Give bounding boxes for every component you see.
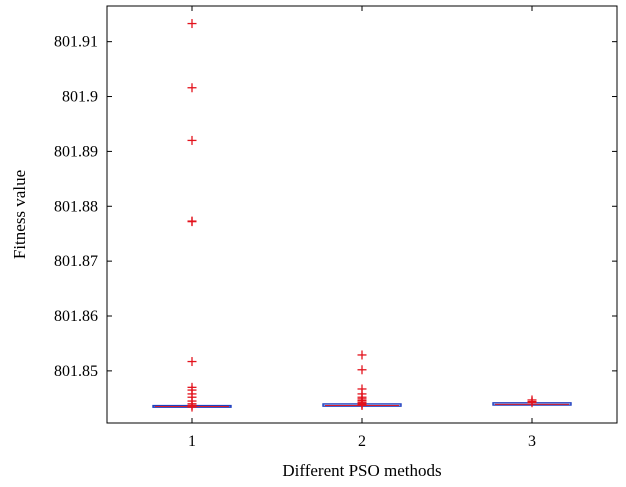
y-axis: 801.85 801.86 801.87 801.88 801.89 801.9 801.9… <box>54 34 617 380</box>
y-tick-label: 801.87 <box>54 253 98 270</box>
box-1 <box>152 19 232 412</box>
outlier-point <box>527 398 537 408</box>
outlier-point <box>187 83 197 93</box>
y-axis-label: Fitness value <box>10 170 29 259</box>
outlier-point <box>357 400 367 410</box>
y-tick-label: 801.89 <box>54 143 98 160</box>
x-axis-label: Different PSO methods <box>282 461 441 480</box>
box-2 <box>322 350 402 410</box>
x-tick-label: 2 <box>358 433 366 450</box>
box-series <box>152 19 572 412</box>
outlier-point <box>187 402 197 412</box>
y-tick-label: 801.9 <box>62 89 98 106</box>
y-tick-label: 801.88 <box>54 198 98 215</box>
outlier-point <box>187 217 197 227</box>
x-tick-label: 3 <box>528 433 536 450</box>
y-tick-label: 801.85 <box>54 363 98 380</box>
plot-area <box>106 5 618 424</box>
x-axis: 1 2 3 <box>188 6 536 450</box>
y-tick-label: 801.86 <box>54 308 98 325</box>
outlier-point <box>357 365 367 375</box>
box-3 <box>492 395 572 408</box>
outlier-point <box>357 350 367 360</box>
outlier-point <box>187 357 197 367</box>
y-tick-label: 801.91 <box>54 34 98 51</box>
x-tick-label: 1 <box>188 433 196 450</box>
outlier-point <box>187 135 197 145</box>
plot-frame <box>106 5 618 424</box>
outlier-point <box>187 19 197 29</box>
